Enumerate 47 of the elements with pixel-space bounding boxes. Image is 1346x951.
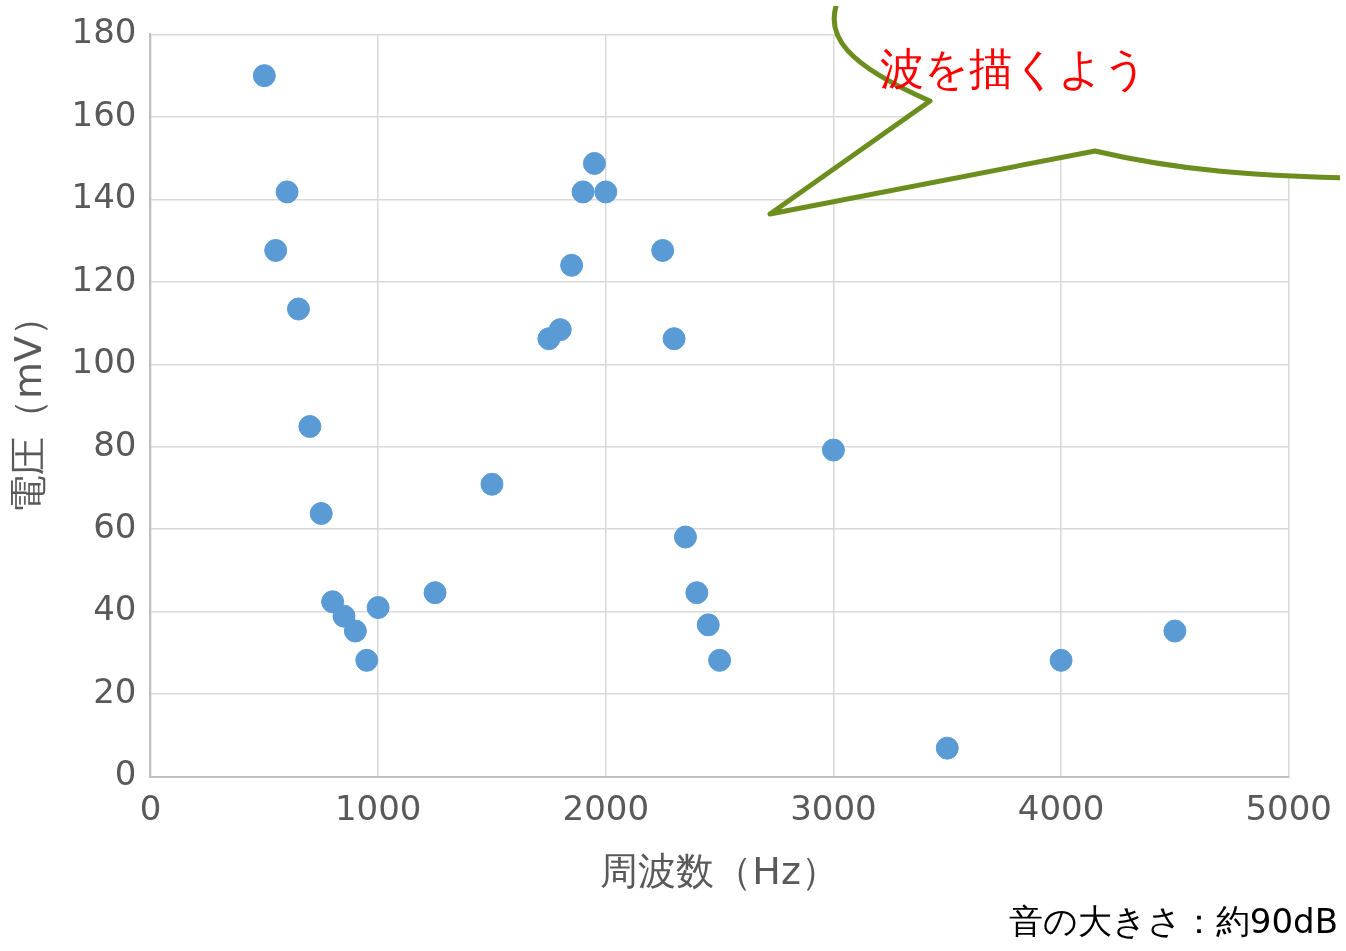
point (286, 297, 310, 321)
y-tick-label: 60 (93, 506, 137, 547)
y-axis-title: 電圧（mV） (5, 297, 50, 514)
x-tick-label: 3000 (790, 787, 877, 828)
x-axis-title: 周波数（Hz） (600, 849, 839, 894)
point (673, 525, 697, 549)
point (332, 604, 356, 628)
y-tick-label: 40 (93, 588, 137, 629)
y-tick-label: 0 (114, 753, 137, 794)
x-tick-label: 4000 (1017, 787, 1105, 828)
point (423, 581, 447, 605)
point (264, 238, 288, 262)
y-tick-label: 100 (71, 341, 137, 382)
point (685, 581, 709, 605)
point (1049, 648, 1073, 672)
y-tick-label: 180 (71, 11, 137, 52)
point (651, 238, 675, 262)
point (298, 415, 322, 439)
point (480, 472, 504, 496)
x-tick-label: 5000 (1245, 787, 1332, 828)
point (366, 596, 390, 620)
point (1163, 619, 1187, 643)
point (548, 318, 572, 342)
point (582, 151, 606, 175)
x-tick-label: 2000 (562, 787, 650, 828)
point (560, 253, 584, 277)
point (252, 64, 276, 88)
point (355, 648, 379, 672)
x-tick-label: 1000 (334, 787, 422, 828)
point (708, 648, 732, 672)
x-tick-label: 0 (139, 787, 162, 828)
point (343, 619, 367, 643)
annotation: 波を描くよう (880, 42, 1148, 96)
point (275, 180, 299, 204)
point (571, 180, 595, 204)
y-tick-label: 80 (93, 423, 137, 464)
point (309, 502, 333, 526)
point (594, 180, 618, 204)
y-tick-label: 140 (71, 176, 137, 217)
point (935, 736, 959, 760)
y-tick-label: 20 (93, 670, 137, 711)
point (696, 613, 720, 637)
point (662, 327, 686, 351)
y-tick-label: 160 (71, 93, 137, 134)
point (821, 438, 845, 462)
text: 音の大きさ：約90dB (1008, 900, 1338, 943)
y-tick-label: 120 (71, 258, 137, 299)
